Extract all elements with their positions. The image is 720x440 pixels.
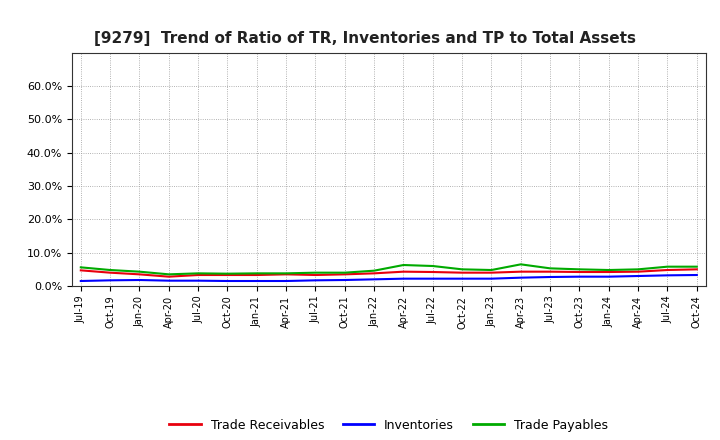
Legend: Trade Receivables, Inventories, Trade Payables: Trade Receivables, Inventories, Trade Pa… bbox=[164, 414, 613, 436]
Text: [9279]  Trend of Ratio of TR, Inventories and TP to Total Assets: [9279] Trend of Ratio of TR, Inventories… bbox=[94, 31, 636, 46]
